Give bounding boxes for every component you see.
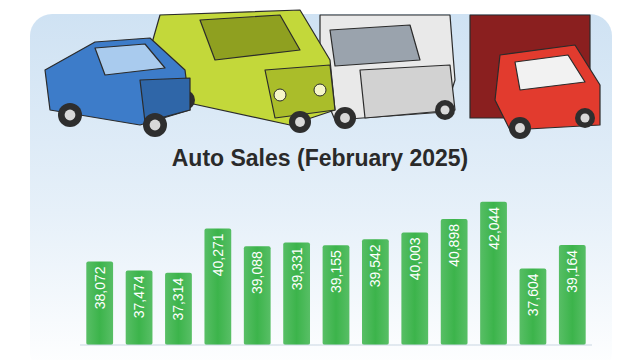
headlight	[274, 89, 286, 101]
bar	[401, 232, 428, 345]
bar	[126, 270, 153, 345]
hubcap	[295, 117, 305, 127]
bar	[559, 245, 586, 345]
bar	[86, 261, 113, 345]
wheel	[509, 117, 531, 139]
car-body	[45, 38, 190, 125]
data-label: 40,003	[407, 237, 423, 280]
bar	[520, 268, 547, 345]
jeep-front	[360, 65, 455, 118]
hubcap	[441, 106, 450, 115]
data-label: 37,474	[131, 275, 147, 318]
car-window	[95, 44, 165, 75]
hubcap	[65, 110, 76, 121]
headlight	[314, 84, 326, 96]
bar	[480, 202, 507, 345]
data-labels: 38,072 37,474 37,314 40,271 39,088 39,331 39,1…	[92, 207, 581, 321]
chart-svg: Auto Sales (February 2025) 38,072 37,474 37…	[0, 0, 640, 360]
bar	[244, 246, 271, 345]
chart-title: Auto Sales (February 2025)	[172, 145, 469, 171]
wheel	[289, 111, 311, 133]
jeep-body	[320, 15, 455, 120]
bar	[323, 245, 350, 345]
bar	[441, 219, 468, 345]
wheel	[143, 113, 167, 137]
van-window	[200, 15, 300, 60]
truck-window	[515, 55, 585, 90]
background-panel	[30, 14, 612, 360]
wheel	[334, 107, 356, 129]
data-label: 40,898	[446, 224, 462, 267]
data-label: 40,271	[210, 233, 226, 276]
wheel	[435, 100, 455, 120]
hubcap	[581, 114, 590, 123]
vehicles-illustration	[45, 10, 600, 139]
hubcap	[340, 113, 350, 123]
data-label: 37,604	[525, 273, 541, 316]
data-label: 39,164	[564, 250, 580, 293]
car-front	[140, 78, 190, 122]
wheel	[58, 103, 82, 127]
jeep-window	[330, 25, 420, 66]
x-axis-line	[80, 345, 592, 346]
hubcap	[150, 120, 161, 131]
chart-root: Auto Sales (February 2025) 38,072 37,474 37…	[0, 0, 640, 360]
data-label: 39,542	[367, 244, 383, 287]
truck-cab	[495, 45, 600, 130]
data-label: 39,331	[289, 247, 305, 290]
bar	[165, 273, 192, 345]
data-label: 38,072	[92, 266, 108, 309]
wheel	[575, 108, 595, 128]
bar	[204, 228, 231, 345]
hubcap	[515, 123, 525, 133]
bars	[86, 202, 585, 345]
bar	[283, 243, 310, 345]
van-front	[265, 65, 335, 118]
data-label: 39,088	[249, 251, 265, 294]
data-label: 37,314	[170, 278, 186, 321]
data-label: 39,155	[328, 250, 344, 293]
bar	[362, 239, 389, 345]
data-label: 42,044	[486, 207, 502, 250]
